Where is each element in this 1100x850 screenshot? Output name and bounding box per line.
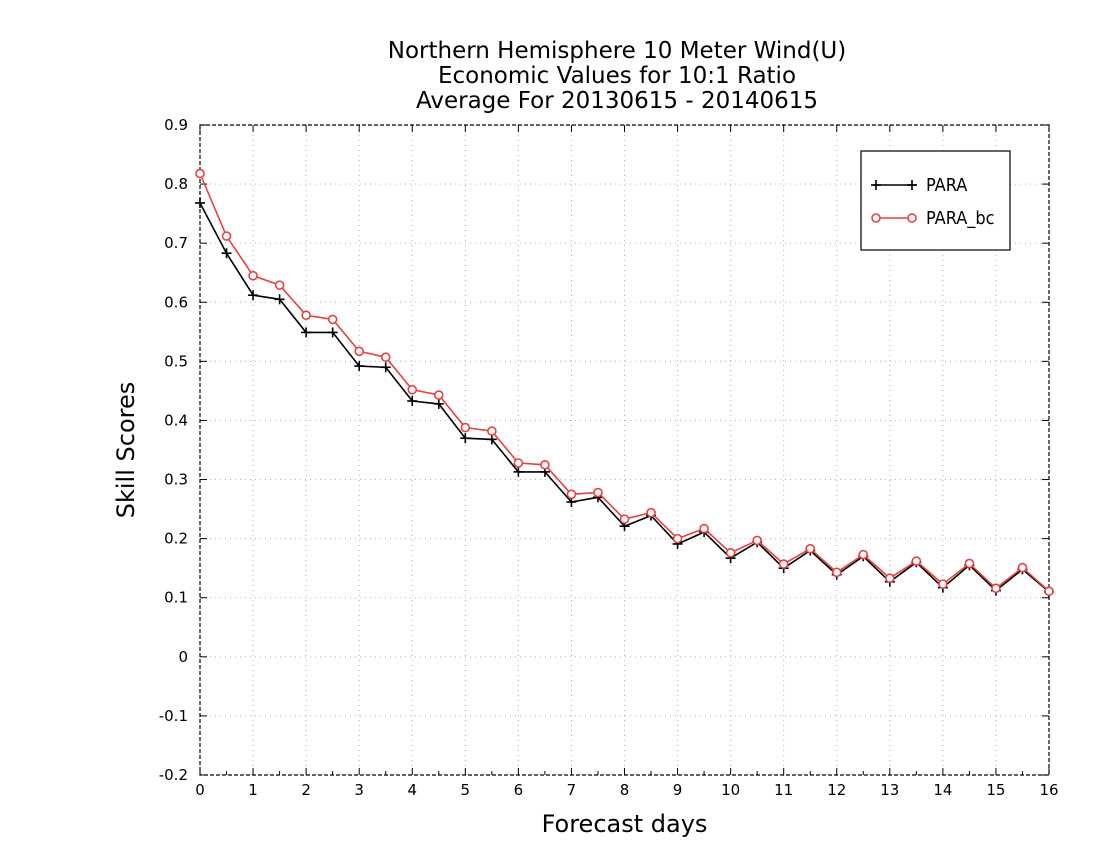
y-tick-label: -0.1: [159, 707, 188, 725]
data-point: [486, 434, 497, 445]
data-point: [938, 579, 948, 589]
legend-item: PARA: [871, 175, 967, 196]
x-tick-label: 7: [567, 781, 577, 799]
legend-item: PARA_bc: [871, 208, 995, 229]
data-point: [327, 314, 338, 325]
chart-title-line: Economic Values for 10:1 Ratio: [438, 63, 796, 89]
y-tick-label: 0: [178, 648, 188, 666]
data-point: [221, 231, 232, 241]
series-para: [195, 198, 1054, 597]
x-tick-label: 0: [195, 781, 205, 799]
data-point: [407, 395, 418, 406]
data-point: [964, 558, 975, 569]
y-tick-label: 0.6: [164, 293, 188, 311]
data-point: [460, 422, 471, 433]
x-tick-label: 6: [514, 781, 524, 799]
x-tick-label: 4: [407, 781, 417, 799]
data-point: [274, 280, 285, 290]
data-point: [540, 459, 550, 470]
series-line: [199, 202, 1050, 593]
data-point: [487, 426, 497, 436]
y-tick-label: 0.1: [164, 589, 188, 607]
x-axis-label: Forecast days: [542, 810, 708, 838]
data-point: [433, 398, 444, 409]
legend-marker: [907, 213, 917, 223]
legend-marker: [871, 213, 881, 223]
data-point: [274, 294, 285, 305]
grid: [200, 125, 1049, 775]
data-point: [885, 573, 895, 584]
x-tick-label: 2: [301, 781, 311, 799]
legend-label: PARA_bc: [926, 208, 995, 229]
x-tick-label: 3: [354, 781, 364, 799]
y-axis-ticks: -0.2 -0.1 0 0.1 0.2 0.3 0.4 0.5 0.6 0.7 0.8 0.9: [159, 116, 1049, 784]
x-axis-ticks: 0 1 2 3 4 5 6 7 8 9 10 11 12 13 14 15 16: [195, 125, 1059, 799]
data-point: [513, 458, 524, 468]
data-point: [354, 361, 365, 372]
data-point: [327, 327, 338, 338]
y-tick-label: -0.2: [159, 766, 188, 784]
legend-marker: [871, 180, 881, 190]
x-tick-label: 11: [774, 781, 793, 799]
legend-marker: [907, 180, 917, 190]
x-tick-label: 14: [933, 781, 952, 799]
data-point: [221, 248, 232, 259]
data-point: [1017, 562, 1028, 573]
chart-title-line: Northern Hemisphere 10 Meter Wind(U): [388, 38, 846, 64]
data-point: [407, 384, 418, 395]
y-tick-label: 0.9: [164, 116, 188, 134]
x-tick-label: 12: [827, 781, 846, 799]
y-tick-label: 0.8: [164, 175, 188, 193]
y-tick-label: 0.4: [164, 411, 188, 429]
data-point: [566, 489, 577, 500]
chart-title-line: Average For 20130615 - 20140615: [416, 88, 818, 114]
y-tick-label: 0.2: [164, 530, 188, 548]
data-point: [195, 198, 205, 208]
data-point: [699, 523, 709, 534]
x-tick-label: 16: [1039, 781, 1058, 799]
data-point: [433, 390, 444, 400]
series-layer: [195, 168, 1054, 597]
data-point: [646, 507, 656, 518]
x-tick-label: 15: [986, 781, 1005, 799]
x-tick-label: 10: [721, 781, 740, 799]
chart-title: Northern Hemisphere 10 Meter Wind(U)Econ…: [388, 38, 846, 114]
y-tick-label: 0.5: [164, 352, 188, 370]
x-tick-label: 13: [880, 781, 899, 799]
data-point: [380, 362, 391, 373]
y-axis-label: Skill Scores: [112, 382, 140, 519]
data-point: [354, 346, 364, 357]
data-point: [1044, 586, 1054, 597]
x-tick-label: 8: [620, 781, 630, 799]
data-point: [513, 466, 524, 477]
data-point: [248, 290, 259, 301]
data-point: [460, 433, 471, 444]
data-point: [911, 556, 922, 566]
data-point: [831, 567, 842, 578]
data-point: [725, 548, 736, 558]
data-point: [858, 549, 869, 560]
data-point: [593, 487, 603, 498]
x-tick-label: 5: [461, 781, 471, 799]
data-point: [805, 543, 816, 554]
data-point: [778, 559, 789, 569]
data-point: [752, 535, 762, 546]
data-point: [380, 352, 391, 363]
legend-box: [860, 150, 1011, 251]
data-point: [301, 327, 312, 338]
data-point: [248, 270, 258, 281]
y-tick-label: 0.3: [164, 471, 188, 489]
data-point: [619, 514, 630, 524]
legend-label: PARA: [926, 175, 967, 196]
data-point: [301, 310, 311, 321]
x-tick-label: 9: [673, 781, 683, 799]
data-point: [195, 168, 205, 179]
legend: PARA PARA_bc: [860, 150, 1011, 251]
data-point: [991, 583, 1001, 594]
y-tick-label: 0.7: [164, 234, 188, 252]
series-para-bc: [195, 168, 1054, 597]
x-tick-label: 1: [248, 781, 258, 799]
data-point: [672, 533, 683, 544]
